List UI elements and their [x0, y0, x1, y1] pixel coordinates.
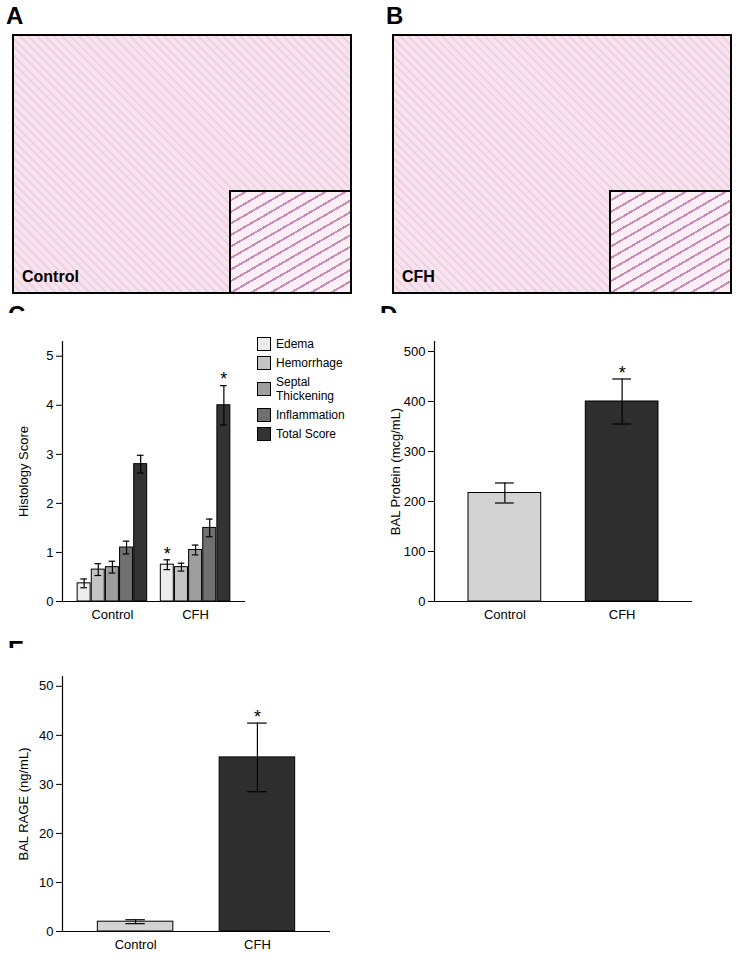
svg-text:20: 20 [39, 826, 53, 841]
html-text:Edema: Edema [276, 337, 314, 351]
html-text:Control: Control [22, 268, 79, 285]
html-text:Hemorrhage: Hemorrhage [276, 356, 343, 370]
svg-text:CFH: CFH [609, 607, 636, 622]
svg-text:10: 10 [39, 875, 53, 890]
svg-text:Histology Score: Histology Score [16, 426, 31, 517]
svg-text:*: * [619, 363, 626, 383]
svg-text:4: 4 [46, 397, 53, 412]
svg-text:400: 400 [404, 394, 426, 409]
svg-text:0: 0 [46, 594, 53, 609]
html-text:D: D [380, 301, 398, 328]
html-text:Total Score: Total Score [276, 427, 336, 441]
svg-text:*: * [220, 369, 227, 389]
svg-text:Control: Control [484, 607, 526, 622]
svg-text:0: 0 [418, 594, 425, 609]
svg-text:CFH: CFH [244, 937, 271, 952]
svg-text:300: 300 [404, 444, 426, 459]
html-text:E: E [8, 636, 24, 663]
html-text:B: B [386, 2, 404, 29]
svg-text:500: 500 [404, 344, 426, 359]
svg-text:2: 2 [46, 496, 53, 511]
html-text:A: A [6, 2, 24, 29]
svg-text:BAL RAGE (ng/mL): BAL RAGE (ng/mL) [16, 748, 31, 861]
svg-text:40: 40 [39, 728, 53, 743]
svg-text:3: 3 [46, 446, 53, 461]
svg-text:0: 0 [46, 924, 53, 939]
svg-text:50: 50 [39, 678, 53, 693]
svg-text:100: 100 [404, 544, 426, 559]
svg-text:*: * [254, 707, 261, 727]
svg-text:5: 5 [46, 348, 53, 363]
svg-text:1: 1 [46, 545, 53, 560]
svg-text:30: 30 [39, 777, 53, 792]
svg-text:*: * [164, 544, 171, 564]
html-text:CFH: CFH [402, 268, 435, 285]
svg-text:Control: Control [91, 607, 133, 622]
html-text:Inflammation: Inflammation [276, 408, 345, 422]
svg-text:BAL Protein (mcg/mL): BAL Protein (mcg/mL) [388, 408, 403, 535]
html-text:Septal Thickening: Septal Thickening [276, 375, 334, 403]
svg-text:CFH: CFH [182, 607, 209, 622]
svg-text:Control: Control [115, 937, 157, 952]
svg-text:200: 200 [404, 494, 426, 509]
html-text:C: C [8, 301, 26, 328]
